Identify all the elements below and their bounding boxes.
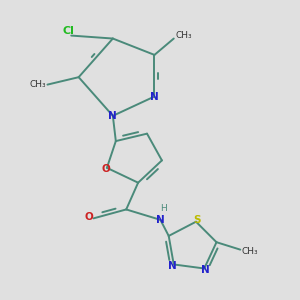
Text: CH₃: CH₃ [175,31,192,40]
Text: Cl: Cl [62,26,74,36]
Text: O: O [85,212,93,222]
Text: CH₃: CH₃ [242,247,258,256]
Text: N: N [156,215,165,225]
Text: CH₃: CH₃ [29,80,46,89]
Text: N: N [201,265,210,275]
Text: N: N [168,261,177,271]
Text: O: O [101,164,110,174]
Text: N: N [109,111,117,121]
Text: N: N [150,92,159,101]
Text: S: S [194,215,201,225]
Text: H: H [160,204,167,213]
